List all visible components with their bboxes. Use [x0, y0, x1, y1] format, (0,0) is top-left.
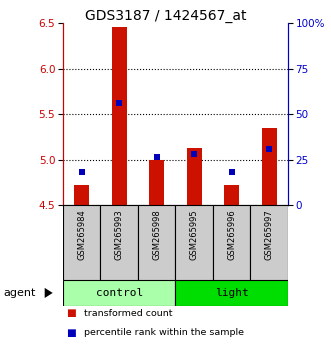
Bar [262, 128, 277, 205]
Text: control: control [96, 288, 143, 298]
Text: GSM265996: GSM265996 [227, 209, 236, 260]
Bar [175, 205, 213, 280]
Text: agent: agent [3, 288, 36, 298]
Text: GDS3187 / 1424567_at: GDS3187 / 1424567_at [85, 9, 246, 23]
Text: GSM265998: GSM265998 [152, 209, 161, 260]
Text: GSM265984: GSM265984 [77, 209, 86, 260]
Text: GSM265995: GSM265995 [190, 209, 199, 260]
Bar [63, 280, 175, 306]
Bar [100, 205, 138, 280]
Text: light: light [215, 288, 249, 298]
Text: ■: ■ [66, 328, 76, 338]
Text: ■: ■ [66, 308, 76, 318]
Bar [63, 205, 100, 280]
Bar [112, 27, 127, 205]
Bar [138, 205, 175, 280]
Bar [175, 280, 288, 306]
Bar [187, 148, 202, 205]
Bar [224, 185, 239, 205]
Bar [74, 185, 89, 205]
Text: GSM265997: GSM265997 [265, 209, 274, 260]
Text: GSM265993: GSM265993 [115, 209, 124, 260]
Text: percentile rank within the sample: percentile rank within the sample [84, 328, 244, 337]
Polygon shape [45, 288, 53, 298]
Bar [251, 205, 288, 280]
Bar [149, 160, 164, 205]
Text: transformed count: transformed count [84, 309, 173, 318]
Bar [213, 205, 251, 280]
